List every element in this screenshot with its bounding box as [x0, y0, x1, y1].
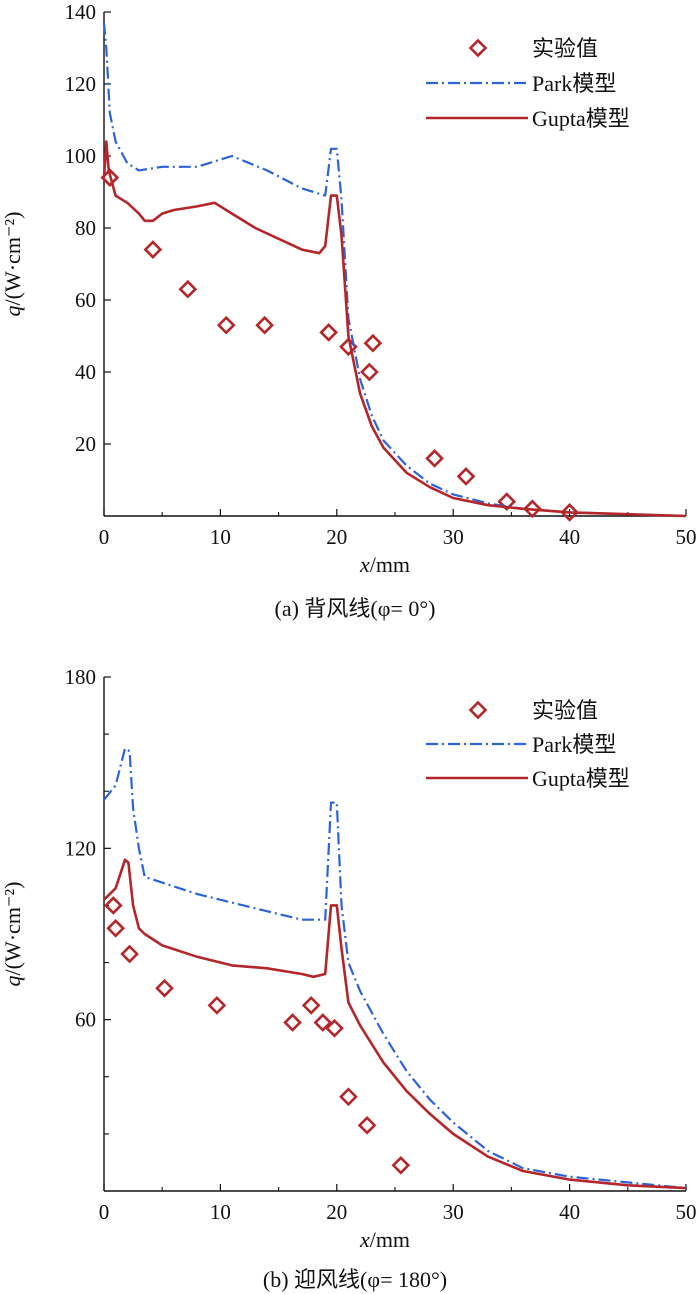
legend-marker-experiment	[468, 38, 488, 58]
chart-caption: (b) 迎风线(φ= 180°)	[263, 1267, 447, 1292]
data-point-experiment	[301, 996, 321, 1015]
series-line-park	[102, 22, 687, 518]
y-tick-label: 60	[75, 1008, 96, 1032]
data-point-experiment	[523, 499, 542, 519]
data-point-experiment	[391, 1155, 411, 1175]
y-axis-title: q/(W·cm⁻²)	[0, 882, 25, 987]
x-tick-label: 30	[443, 1200, 464, 1224]
data-point-experiment	[425, 449, 444, 468]
legend-label-gupta: Gupta模型	[532, 766, 630, 791]
chart-caption: (a) 背风线(φ= 0°)	[275, 596, 436, 621]
y-tick-label: 80	[75, 216, 96, 240]
y-tick-label: 120	[65, 836, 97, 860]
y-tick-label: 180	[65, 665, 97, 689]
data-point-experiment	[155, 978, 174, 998]
data-point-experiment	[497, 492, 517, 511]
x-tick-label: 50	[676, 525, 697, 549]
data-point-experiment	[207, 996, 227, 1015]
y-tick-label: 140	[65, 0, 97, 24]
legend: 实验值 Park模型 Gupta模型	[426, 36, 630, 131]
data-point-experiment	[313, 1013, 333, 1032]
series-line-park	[103, 747, 687, 1190]
x-tick-label: 50	[676, 1200, 697, 1224]
data-point-experiment	[216, 315, 236, 335]
x-axis-unit: /mm	[370, 1227, 410, 1252]
chart-0: 0 10 20 30 40 50 20 40 60 80 100 120 140 x/mm q/(W·cm⁻…	[0, 0, 697, 621]
data-point-experiment	[283, 1013, 302, 1032]
y-tick-label: 20	[75, 432, 96, 456]
data-point-experiment	[360, 362, 379, 382]
data-point-experiment	[103, 896, 123, 915]
x-tick-label: 0	[99, 1200, 110, 1224]
data-point-experiment	[339, 1087, 358, 1107]
legend-label-park: Park模型	[532, 71, 616, 96]
x-axis-var: x	[359, 552, 370, 577]
data-point-experiment	[357, 1115, 377, 1135]
legend-label-experiment: 实验值	[532, 698, 598, 723]
y-axis-var: q	[0, 975, 25, 986]
chart-1: 0 10 20 30 40 50 60 120 180 x/mm q/(W·cm⁻²) (b) 迎风线…	[0, 665, 697, 1292]
data-point-experiment	[319, 323, 338, 342]
series-line-gupta	[102, 140, 687, 518]
x-axis-title: x/mm	[359, 1227, 410, 1252]
y-axis-var: q	[0, 305, 25, 316]
y-tick-label: 60	[75, 288, 96, 312]
x-tick-label: 30	[443, 525, 464, 549]
legend-label-experiment: 实验值	[532, 36, 598, 61]
y-tick-label: 100	[65, 144, 97, 168]
y-axis-unit: /(W·cm⁻²)	[0, 882, 25, 976]
data-point-experiment	[560, 503, 579, 522]
legend: 实验值 Park模型 Gupta模型	[426, 698, 630, 791]
data-point-experiment	[456, 467, 476, 486]
x-tick-label: 20	[326, 1200, 347, 1224]
legend-label-gupta: Gupta模型	[532, 106, 630, 131]
data-point-experiment	[325, 1018, 344, 1038]
data-point-experiment	[120, 944, 139, 964]
y-tick-label: 40	[75, 360, 96, 384]
y-tick-label: 120	[65, 72, 97, 96]
data-point-experiment	[363, 333, 383, 353]
x-tick-label: 10	[210, 525, 231, 549]
x-axis-var: x	[359, 1227, 370, 1252]
data-point-experiment	[255, 315, 274, 335]
x-tick-label: 0	[99, 525, 110, 549]
x-tick-label: 40	[559, 525, 580, 549]
y-axis-title: q/(W·cm⁻²)	[0, 212, 25, 317]
x-tick-label: 10	[210, 1200, 231, 1224]
legend-label-park: Park模型	[532, 732, 616, 757]
data-point-experiment	[143, 240, 163, 259]
x-axis-unit: /mm	[370, 552, 410, 577]
data-point-experiment	[106, 918, 125, 938]
x-tick-label: 20	[326, 525, 347, 549]
y-axis-unit: /(W·cm⁻²)	[0, 212, 25, 306]
data-point-experiment	[178, 279, 198, 299]
legend-marker-experiment	[468, 700, 488, 720]
x-axis-title: x/mm	[359, 552, 410, 577]
x-tick-label: 40	[559, 1200, 580, 1224]
series-line-gupta	[103, 858, 687, 1190]
